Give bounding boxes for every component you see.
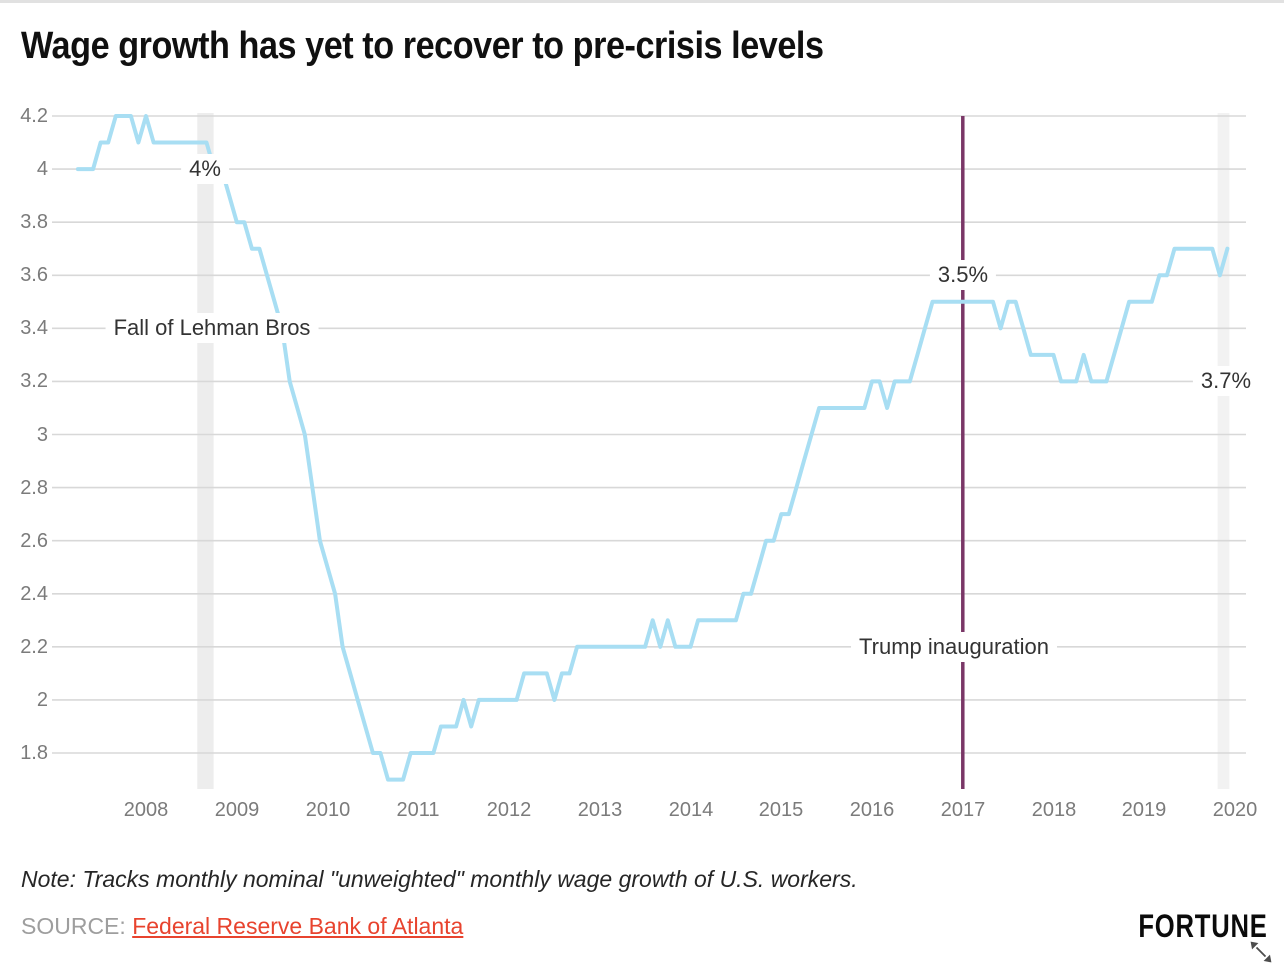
annotation-lehman: Fall of Lehman Bros	[105, 313, 319, 343]
x-axis-label: 2015	[758, 799, 804, 821]
fortune-logo[interactable]: FORTUNE	[1138, 908, 1268, 944]
y-axis-label: 2.2	[20, 636, 48, 658]
x-axis-label: 2010	[305, 799, 351, 821]
x-axis-label: 2019	[1121, 799, 1167, 821]
x-axis-label: 2014	[668, 799, 714, 821]
y-axis-label: 2.6	[20, 530, 48, 552]
annotation-trump-inauguration: Trump inauguration	[851, 632, 1057, 662]
annotation-4-percent: 4%	[181, 154, 229, 184]
y-axis-label: 1.8	[20, 742, 48, 764]
source-label: SOURCE:	[21, 913, 126, 939]
x-axis-label: 2008	[123, 799, 169, 821]
x-axis-label: 2017	[940, 799, 986, 821]
y-axis-label: 4.2	[20, 105, 48, 127]
y-axis-label: 4	[36, 158, 48, 180]
x-axis-label: 2009	[214, 799, 260, 821]
y-axis-label: 2.4	[20, 583, 48, 605]
y-axis-label: 2.8	[20, 477, 48, 499]
x-axis-label: 2011	[396, 799, 440, 821]
x-axis-label: 2012	[486, 799, 532, 821]
x-axis-label: 2018	[1031, 799, 1077, 821]
source-link[interactable]: Federal Reserve Bank of Atlanta	[132, 913, 464, 939]
resize-cursor-icon	[1248, 939, 1274, 965]
annotation-3-7-percent: 3.7%	[1192, 366, 1260, 396]
y-axis-label: 3.8	[20, 211, 48, 233]
page-title: Wage growth has yet to recover to pre-cr…	[21, 25, 824, 67]
x-axis-label: 2016	[849, 799, 895, 821]
y-axis-label: 3	[36, 424, 48, 446]
y-axis-label: 3.6	[20, 264, 48, 286]
wage-growth-line	[75, 114, 1230, 782]
x-axis-label: 2020	[1212, 799, 1258, 821]
y-axis-label: 3.4	[20, 317, 48, 339]
wage-growth-chart: 4.2 4 3.8 3.6 3.4 3.2 3 2.8 2.6 2.4 2.2 2 1.8 2008 200…	[0, 3, 1284, 843]
source-row: SOURCE: Federal Reserve Bank of Atlanta	[21, 913, 463, 940]
x-axis-label: 2013	[577, 799, 623, 821]
y-axis-label: 2	[36, 689, 48, 711]
chart-note: Note: Tracks monthly nominal "unweighted…	[21, 866, 858, 892]
lehman-collapse-band	[197, 113, 214, 789]
latest-month-band	[1217, 113, 1230, 789]
y-axis-label: 3.2	[20, 370, 48, 392]
chart-canvas	[52, 113, 1246, 789]
annotation-3-5-percent: 3.5%	[929, 260, 997, 290]
